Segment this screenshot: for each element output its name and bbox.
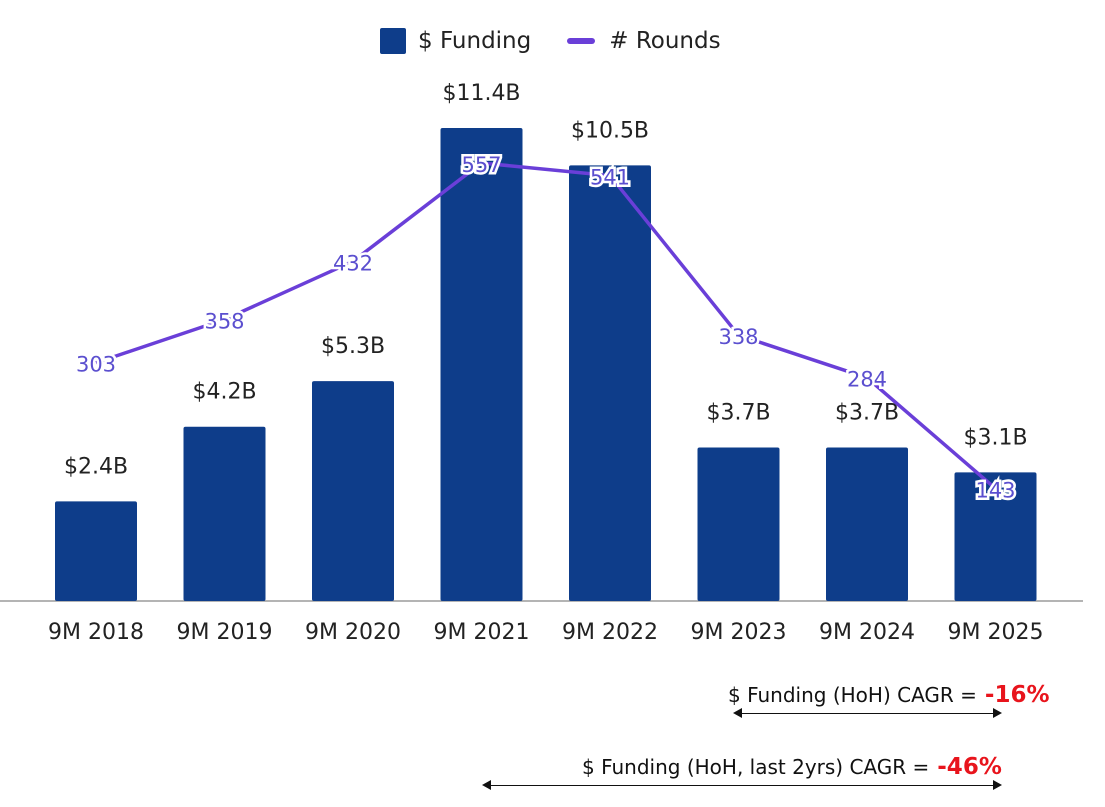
legend-label-funding: $ Funding: [418, 28, 532, 54]
cagr-2yr-value: -46%: [937, 754, 1002, 780]
line-data-label: 338: [718, 325, 758, 349]
line-data-label: 432: [333, 251, 373, 275]
bar-funding[interactable]: [697, 447, 780, 601]
x-tick-label: 9M 2023: [691, 620, 787, 645]
bar-funding[interactable]: [312, 381, 394, 601]
bar-data-label: $3.7B: [835, 400, 899, 425]
line-data-label: 358: [204, 309, 244, 333]
bar-data-label: $11.4B: [442, 81, 520, 106]
cagr-hoh-arrow: [733, 708, 1002, 718]
legend-item-rounds[interactable]: # Rounds: [567, 28, 721, 54]
bar-funding[interactable]: [440, 128, 523, 601]
cagr-hoh-label: $ Funding (HoH) CAGR =: [728, 683, 977, 707]
bar-funding[interactable]: [954, 472, 1037, 601]
line-data-label: 541: [590, 166, 630, 190]
bar-data-label: $3.7B: [706, 400, 770, 425]
x-tick-label: 9M 2021: [434, 620, 530, 645]
bar-data-label: $3.1B: [963, 425, 1027, 450]
x-tick-label: 9M 2024: [819, 620, 915, 645]
bar-funding[interactable]: [569, 165, 651, 601]
x-tick-label: 9M 2025: [948, 620, 1044, 645]
bar-funding[interactable]: [55, 501, 137, 601]
x-tick-label: 9M 2019: [177, 620, 273, 645]
x-tick-label: 9M 2018: [48, 620, 144, 645]
bar-funding[interactable]: [826, 447, 908, 601]
cagr-2yr-annotation: $ Funding (HoH, last 2yrs) CAGR = -46%: [582, 754, 1002, 780]
line-data-label: 143: [975, 479, 1015, 503]
line-rounds[interactable]: [95, 161, 997, 490]
line-data-label: 303: [76, 353, 116, 377]
bar-data-label: $4.2B: [192, 380, 256, 405]
x-tick-label: 9M 2022: [562, 620, 658, 645]
cagr-hoh-value: -16%: [984, 682, 1050, 708]
legend-item-funding[interactable]: $ Funding: [380, 28, 531, 54]
bar-funding[interactable]: [183, 426, 266, 601]
chart-legend: $ Funding # Rounds: [380, 28, 757, 54]
line-data-label: 557: [461, 153, 501, 177]
bar-data-label: $5.3B: [321, 334, 385, 359]
legend-swatch-rounds: [567, 38, 596, 44]
cagr-hoh-annotation: $ Funding (HoH) CAGR = -16%: [728, 682, 1050, 708]
x-tick-label: 9M 2020: [305, 620, 401, 645]
line-data-label: 284: [847, 368, 887, 392]
legend-swatch-funding: [380, 28, 406, 54]
cagr-2yr-arrow: [482, 780, 1002, 790]
bar-data-label: $2.4B: [64, 454, 128, 479]
legend-label-rounds: # Rounds: [609, 28, 721, 54]
bar-data-label: $10.5B: [571, 118, 649, 143]
cagr-2yr-label: $ Funding (HoH, last 2yrs) CAGR =: [582, 755, 930, 779]
